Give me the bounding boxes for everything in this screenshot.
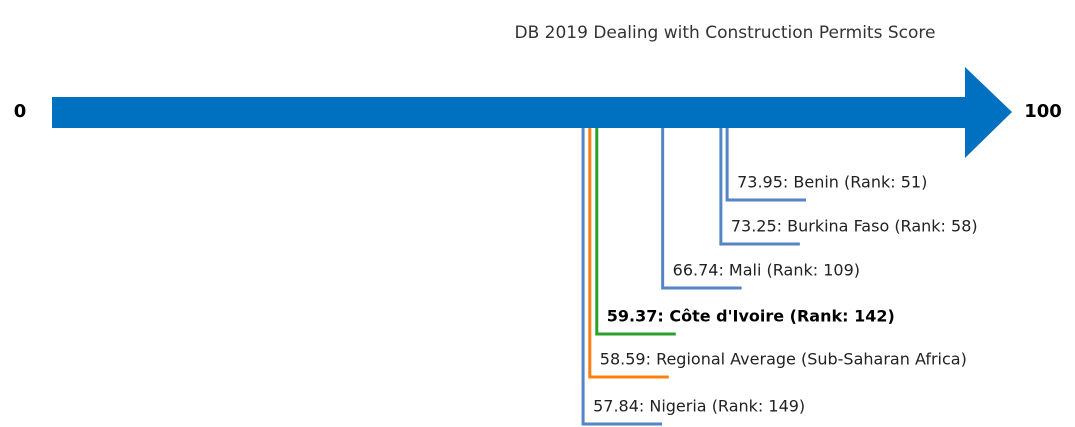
marker-label: 58.59: Regional Average (Sub-Saharan Afr… <box>600 350 967 369</box>
marker-label: 57.84: Nigeria (Rank: 149) <box>593 397 805 416</box>
marker-line <box>581 128 663 426</box>
axis-arrow-body <box>52 97 966 128</box>
marker-label: 66.74: Mali (Rank: 109) <box>673 261 860 280</box>
marker-line <box>719 128 800 246</box>
marker-label: 73.25: Burkina Faso (Rank: 58) <box>731 217 978 236</box>
marker-label: 59.37: Côte d'Ivoire (Rank: 142) <box>607 307 895 326</box>
marker-line <box>661 128 742 290</box>
marker-line <box>725 128 807 202</box>
axis-end-label: 100 <box>1024 101 1062 122</box>
axis-arrow-head <box>965 67 1012 158</box>
axis-end-label: 0 <box>14 101 27 122</box>
marker-line <box>588 128 669 379</box>
marker-line <box>595 128 676 336</box>
chart-title: DB 2019 Dealing with Construction Permit… <box>515 23 936 43</box>
marker-label: 73.95: Benin (Rank: 51) <box>737 173 927 192</box>
